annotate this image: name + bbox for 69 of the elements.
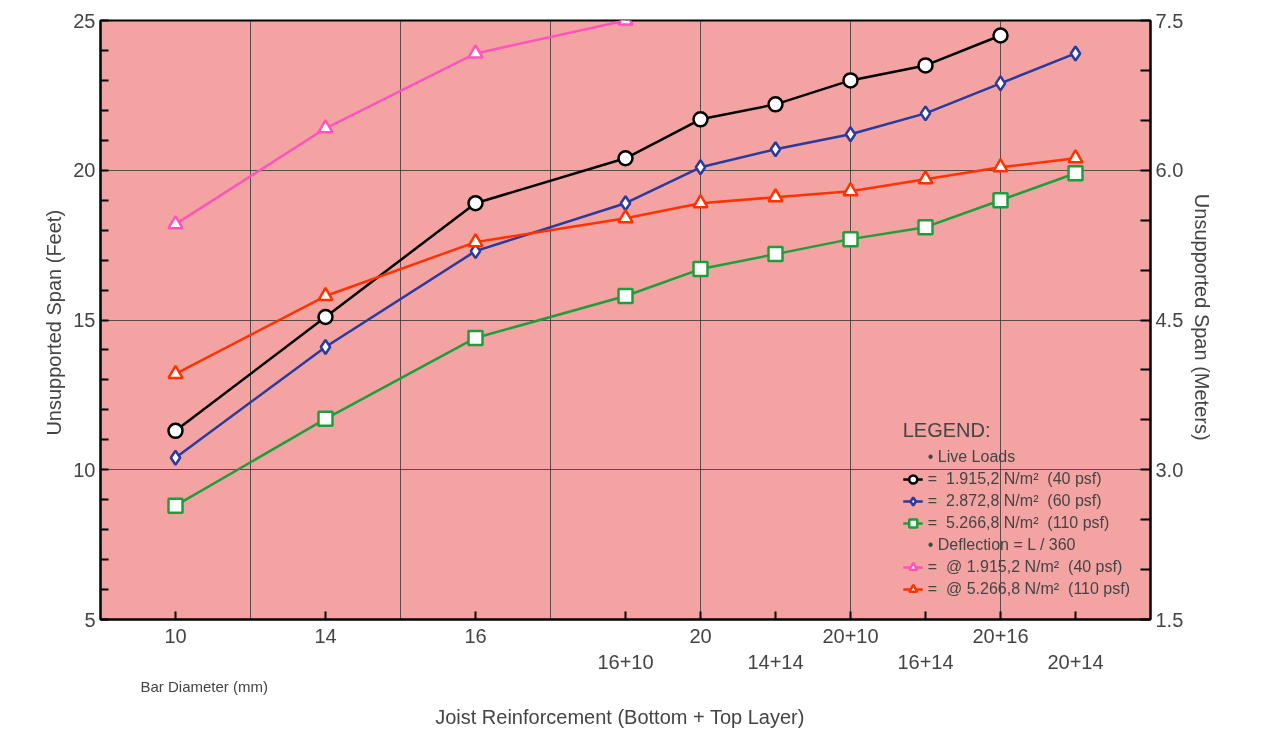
point — [1067, 148, 1084, 164]
y-tick-label: 10 — [73, 458, 96, 481]
point — [467, 232, 484, 248]
point — [169, 449, 182, 467]
point — [992, 191, 1009, 209]
legend-title: LEGEND: — [902, 419, 992, 442]
point — [1069, 45, 1082, 62]
point — [692, 260, 709, 278]
point — [694, 159, 707, 176]
point — [467, 194, 484, 212]
y2-tick-label: 7.5 — [1155, 9, 1184, 32]
text: Bar Diameter (mm) — [140, 677, 269, 695]
point — [767, 96, 784, 113]
point — [917, 169, 934, 185]
point — [619, 194, 632, 212]
point — [994, 75, 1007, 92]
x-tick-label: 20+16 — [972, 624, 1029, 647]
y2-tick-label: 1.5 — [1155, 608, 1184, 631]
y-tick-label: 15 — [73, 309, 96, 331]
point — [319, 338, 332, 356]
point — [692, 111, 709, 128]
x-tick-label: 20+14 — [1047, 650, 1104, 673]
point — [167, 214, 184, 230]
y2-tick-label: 3.0 — [1155, 458, 1184, 481]
legend-label: = 5.266,8 N/m² (110 psf) — [927, 513, 1110, 533]
point — [842, 181, 859, 197]
x-tick-label: 16+14 — [897, 650, 954, 673]
point — [467, 44, 484, 59]
x-axis-title: Joist Reinforcement (Bottom + Top Layer) — [435, 705, 805, 728]
point — [317, 118, 334, 134]
point — [767, 187, 784, 203]
point — [167, 364, 184, 380]
point — [467, 329, 484, 347]
x-tick-label: 16 — [464, 624, 487, 647]
point — [167, 422, 184, 440]
x-tick-label: 16+10 — [597, 650, 654, 673]
point — [919, 105, 932, 122]
x-tick-label: 14+14 — [747, 650, 804, 673]
x-tick-label: 20 — [689, 624, 712, 647]
y-tick-label: 20 — [73, 159, 96, 182]
point — [842, 230, 859, 248]
point — [692, 193, 709, 209]
point — [317, 286, 334, 302]
point — [617, 287, 634, 305]
legend-label: = 2.872,8 N/m² (60 psf) — [927, 491, 1102, 511]
x-tick-label: 10 — [164, 624, 187, 647]
point — [767, 245, 784, 263]
point — [844, 126, 857, 143]
point — [917, 57, 934, 74]
point — [1067, 164, 1084, 182]
y-axis-title: Unsupported Span (Feet) — [43, 209, 66, 436]
point — [167, 497, 184, 514]
y2-tick-label: 6.0 — [1155, 159, 1184, 182]
x-tick-label: 20+10 — [822, 624, 879, 647]
legend-label: = 1.915,2 N/m² (40 psf) — [927, 469, 1102, 489]
point — [917, 218, 934, 236]
point — [842, 72, 859, 89]
point — [992, 157, 1009, 173]
point — [617, 208, 634, 224]
y2-axis-title: Unsupported Span (Meters) — [1191, 193, 1214, 441]
point — [769, 141, 782, 158]
y2-tick-label: 4.5 — [1155, 309, 1184, 331]
x-tick-label: 14 — [314, 624, 337, 647]
point — [317, 308, 334, 326]
y-tick-label: 5 — [84, 608, 96, 631]
point — [992, 27, 1009, 44]
point — [317, 410, 334, 428]
point — [617, 150, 634, 167]
y-tick-label: 25 — [73, 9, 96, 32]
